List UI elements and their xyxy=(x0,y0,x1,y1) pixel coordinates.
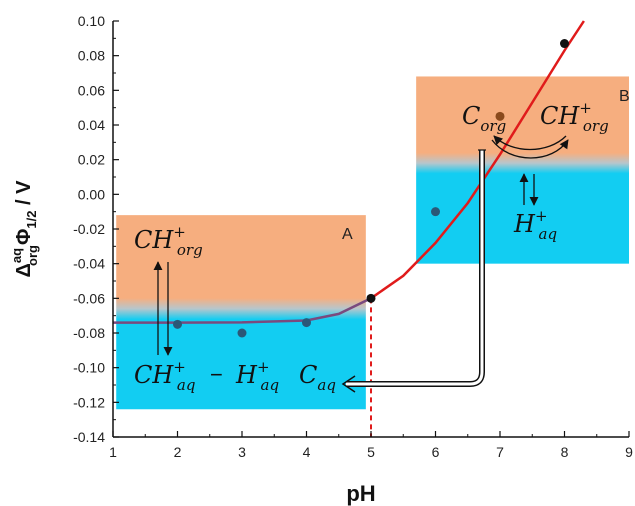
x-tick-label-7: 7 xyxy=(496,444,504,460)
label-minus: − xyxy=(210,362,223,387)
y-tick-label-10: 0.04 xyxy=(78,117,105,133)
x-tick-label-9: 9 xyxy=(625,444,633,460)
label-ch-aq: CH+ aq xyxy=(134,358,195,394)
arrow-b-curve-top xyxy=(493,135,567,151)
data-point-1 xyxy=(173,319,182,329)
x-tick-label-3: 3 xyxy=(238,444,246,460)
x-tick-label-1: 1 xyxy=(109,444,117,460)
transfer-arrow-inner xyxy=(346,150,484,386)
x-tick-label-6: 6 xyxy=(432,444,440,460)
x-tick-label-4: 4 xyxy=(303,444,311,460)
data-point-4 xyxy=(366,293,376,303)
arrow-b-curve-bottom xyxy=(491,139,569,159)
data-points xyxy=(173,39,569,338)
region-a-letter: A xyxy=(342,226,353,243)
label-h-aq-a: H+ aq xyxy=(235,358,279,394)
y-tick-label-7: -0.02 xyxy=(73,221,105,237)
data-point-5 xyxy=(431,207,440,217)
y-tick-label-5: -0.06 xyxy=(73,290,105,306)
x-tick-label-2: 2 xyxy=(174,444,182,460)
data-point-6 xyxy=(495,111,505,121)
region-b-box xyxy=(416,76,629,264)
x-axis-title: pH xyxy=(346,481,375,506)
y-tick-label-11: 0.06 xyxy=(78,82,105,98)
region-b-letter: B xyxy=(619,88,630,105)
y-tick-label-6: -0.04 xyxy=(73,256,105,272)
data-point-2 xyxy=(237,328,247,338)
y-tick-label-3: -0.10 xyxy=(73,360,105,376)
label-h-aq-b: H+ aq xyxy=(513,207,557,243)
label-c-org: Corg xyxy=(462,102,506,135)
phase-regions xyxy=(116,76,629,410)
y-tick-label-8: 0.00 xyxy=(78,186,105,202)
axes: 1 2 3 4 5 6 7 8 9 -0.14 -0.12 -0.10 -0.08 -0.06 -0.04 -… xyxy=(9,13,633,506)
y-tick-label-13: 0.10 xyxy=(78,13,105,29)
fit-curve-low xyxy=(113,297,372,324)
y-tick-label-1: -0.14 xyxy=(73,429,105,445)
label-c-aq: Caq xyxy=(299,361,336,394)
y-tick-label-12: 0.08 xyxy=(78,48,105,64)
y-tick-label-9: 0.02 xyxy=(78,152,105,168)
y-tick-label-2: -0.12 xyxy=(73,394,105,410)
data-point-3 xyxy=(302,318,311,328)
x-tick-label-5: 5 xyxy=(367,444,375,460)
transfer-arrow-head xyxy=(341,375,356,393)
y-tick-label-4: -0.08 xyxy=(73,325,105,341)
annotations: A B CH+ org CH+ aq − H+ aq Caq Corg CH+ org … xyxy=(134,88,630,394)
label-ch-org-a: CH+ org xyxy=(134,223,203,259)
x-tick-label-8: 8 xyxy=(561,444,569,460)
label-ch-org-b: CH+ org xyxy=(540,99,609,135)
data-point-7 xyxy=(560,39,569,49)
y-axis-title: ΔaqorgΦ1/2 / V xyxy=(9,180,40,278)
